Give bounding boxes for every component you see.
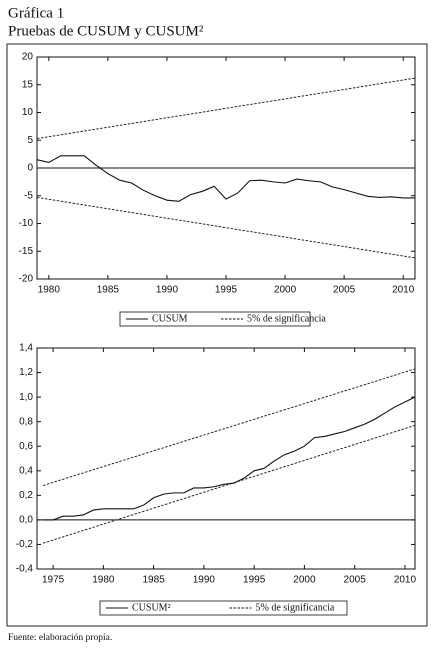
y-tick-label: -0,4 bbox=[16, 564, 34, 575]
y-tick-label: 1,0 bbox=[19, 392, 33, 403]
legend-label: CUSUM bbox=[152, 313, 188, 324]
figure-frame bbox=[6, 43, 428, 627]
y-tick-label: 0,4 bbox=[19, 465, 33, 476]
legend-label: 5% de significancia bbox=[247, 313, 326, 324]
plot-frame bbox=[36, 347, 416, 570]
y-tick-label: 0,8 bbox=[19, 416, 33, 427]
x-tick-label: 1985 bbox=[97, 285, 120, 296]
y-tick-label: 0 bbox=[27, 163, 33, 174]
figure-label: Gráfica 1 bbox=[8, 5, 64, 21]
legend-label: CUSUM² bbox=[132, 602, 171, 613]
x-tick-label: 1975 bbox=[42, 575, 65, 586]
y-tick-label: 0,6 bbox=[19, 441, 33, 452]
legend-box bbox=[99, 600, 348, 616]
y-tick-label: 0,2 bbox=[19, 490, 33, 501]
y-tick-label: 5 bbox=[27, 135, 33, 146]
cusum-line bbox=[36, 155, 415, 202]
y-tick-label: -15 bbox=[19, 246, 34, 257]
y-tick-label: 20 bbox=[22, 52, 34, 63]
x-tick-label: 2005 bbox=[344, 575, 367, 586]
y-tick-label: -20 bbox=[19, 274, 34, 285]
x-tick-label: 1990 bbox=[156, 285, 179, 296]
y-tick-label: 1,2 bbox=[19, 367, 33, 378]
legend-label: 5% de significancia bbox=[256, 602, 335, 613]
x-tick-label: 2005 bbox=[333, 285, 356, 296]
x-tick-label: 2000 bbox=[274, 285, 297, 296]
x-tick-label: 2010 bbox=[394, 575, 417, 586]
x-tick-label: 1995 bbox=[215, 285, 238, 296]
x-tick-label: 1990 bbox=[193, 575, 216, 586]
figure-title: Pruebas de CUSUM y CUSUM² bbox=[8, 23, 204, 39]
y-tick-label: 10 bbox=[22, 107, 34, 118]
y-tick-label: -10 bbox=[19, 218, 34, 229]
y-tick-label: 15 bbox=[22, 79, 34, 90]
x-tick-label: 2000 bbox=[293, 575, 316, 586]
significance-line bbox=[42, 368, 416, 486]
cusum-line bbox=[43, 396, 416, 521]
significance-line bbox=[42, 424, 416, 544]
x-tick-label: 1985 bbox=[142, 575, 165, 586]
x-tick-label: 2010 bbox=[392, 285, 415, 296]
x-tick-label: 1980 bbox=[92, 575, 115, 586]
x-tick-label: 1995 bbox=[243, 575, 266, 586]
y-tick-label: -5 bbox=[24, 190, 33, 201]
x-tick-label: 1980 bbox=[38, 285, 61, 296]
legend-box bbox=[119, 311, 311, 327]
y-tick-label: -0,2 bbox=[16, 539, 34, 550]
significance-line bbox=[36, 77, 416, 140]
y-tick-label: 0,0 bbox=[19, 515, 33, 526]
y-tick-label: 1,4 bbox=[19, 343, 33, 354]
significance-line bbox=[36, 196, 416, 259]
source-note: Fuente: elaboración propia. bbox=[8, 633, 112, 643]
